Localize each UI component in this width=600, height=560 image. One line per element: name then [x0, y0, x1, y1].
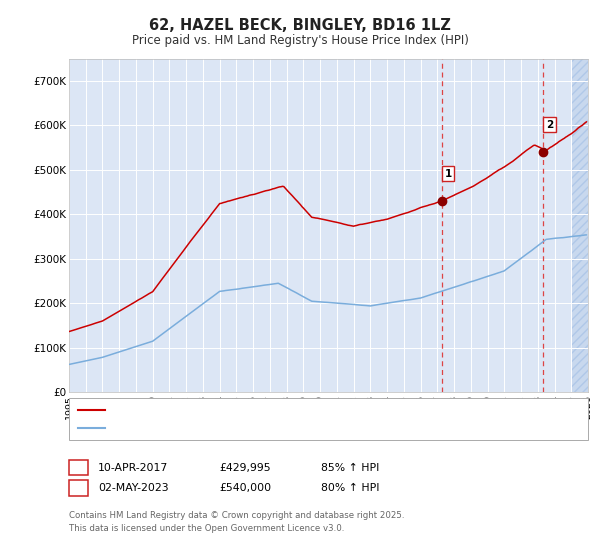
Bar	[571, 59, 588, 392]
Text: Contains HM Land Registry data © Crown copyright and database right 2025.
This d: Contains HM Land Registry data © Crown c…	[69, 511, 404, 533]
Text: 2: 2	[75, 483, 82, 493]
Text: £429,995: £429,995	[219, 463, 271, 473]
Text: 2: 2	[546, 120, 553, 130]
Text: 02-MAY-2023: 02-MAY-2023	[98, 483, 169, 493]
Text: Price paid vs. HM Land Registry's House Price Index (HPI): Price paid vs. HM Land Registry's House …	[131, 34, 469, 48]
Text: 10-APR-2017: 10-APR-2017	[98, 463, 168, 473]
Text: HPI: Average price, detached house, Bradford: HPI: Average price, detached house, Brad…	[110, 423, 338, 433]
Text: 80% ↑ HPI: 80% ↑ HPI	[321, 483, 380, 493]
Bar	[571, 59, 588, 392]
Text: 1: 1	[75, 463, 82, 473]
Text: 62, HAZEL BECK, BINGLEY, BD16 1LZ (detached house): 62, HAZEL BECK, BINGLEY, BD16 1LZ (detac…	[110, 405, 387, 415]
Text: 62, HAZEL BECK, BINGLEY, BD16 1LZ: 62, HAZEL BECK, BINGLEY, BD16 1LZ	[149, 18, 451, 32]
Text: 1: 1	[445, 169, 452, 179]
Text: £540,000: £540,000	[219, 483, 271, 493]
Text: 85% ↑ HPI: 85% ↑ HPI	[321, 463, 379, 473]
